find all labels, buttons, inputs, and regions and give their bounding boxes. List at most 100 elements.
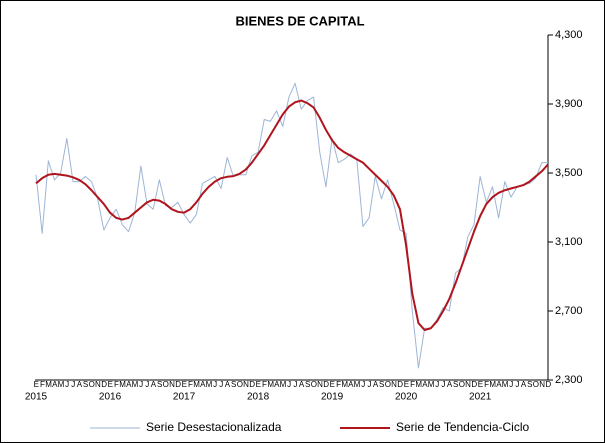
- x-tick-label: M: [502, 380, 509, 389]
- x-tick-label: M: [428, 380, 435, 389]
- x-tick-label: A: [274, 380, 280, 389]
- x-tick-label: N: [465, 380, 471, 389]
- x-tick-label: J: [71, 380, 75, 389]
- x-tick-label: A: [52, 380, 58, 389]
- x-tick-label: D: [101, 380, 107, 389]
- x-tick-label: J: [287, 380, 291, 389]
- x-tick-label: O: [163, 380, 169, 389]
- x-tick-label: J: [145, 380, 149, 389]
- x-tick-label: J: [219, 380, 223, 389]
- x-tick-label: F: [262, 380, 267, 389]
- x-tick-label: S: [453, 380, 458, 389]
- y-tick-label: 3,900: [555, 98, 583, 110]
- x-tick-label: S: [157, 380, 162, 389]
- year-label: 2017: [173, 392, 196, 403]
- x-tick-label: M: [280, 380, 287, 389]
- x-tick-label: E: [34, 380, 39, 389]
- x-tick-label: A: [200, 380, 206, 389]
- x-tick-label: D: [471, 380, 477, 389]
- x-tick-label: M: [45, 380, 52, 389]
- x-tick-label: O: [533, 380, 539, 389]
- x-tick-label: M: [489, 380, 496, 389]
- x-tick-label: N: [317, 380, 323, 389]
- x-tick-label: N: [95, 380, 101, 389]
- x-tick-label: A: [299, 380, 305, 389]
- x-tick-label: D: [397, 380, 403, 389]
- x-tick-label: A: [496, 380, 502, 389]
- x-tick-label: O: [459, 380, 465, 389]
- y-tick-label: 3,100: [555, 236, 583, 248]
- x-tick-label: A: [77, 380, 83, 389]
- x-tick-label: E: [330, 380, 335, 389]
- x-tick-label: J: [435, 380, 439, 389]
- x-tick-label: A: [151, 380, 157, 389]
- x-tick-label: D: [545, 380, 551, 389]
- x-tick-label: D: [175, 380, 181, 389]
- x-tick-label: N: [391, 380, 397, 389]
- year-label: 2018: [247, 392, 270, 403]
- x-tick-label: S: [379, 380, 384, 389]
- x-tick-label: F: [410, 380, 415, 389]
- x-tick-label: J: [367, 380, 371, 389]
- x-tick-label: M: [206, 380, 213, 389]
- y-tick-label: 2,700: [555, 305, 583, 317]
- x-tick-label: J: [361, 380, 365, 389]
- y-tick-label: 3,500: [555, 167, 583, 179]
- x-tick-label: M: [354, 380, 361, 389]
- x-tick-label: M: [132, 380, 139, 389]
- x-tick-label: J: [293, 380, 297, 389]
- x-tick-label: M: [415, 380, 422, 389]
- x-tick-label: A: [422, 380, 428, 389]
- x-tick-label: E: [108, 380, 113, 389]
- x-tick-label: F: [114, 380, 119, 389]
- year-label: 2015: [25, 392, 48, 403]
- x-tick-label: O: [89, 380, 95, 389]
- x-tick-label: S: [83, 380, 88, 389]
- x-tick-label: A: [225, 380, 231, 389]
- x-tick-label: A: [373, 380, 379, 389]
- x-tick-label: J: [509, 380, 513, 389]
- x-tick-label: M: [193, 380, 200, 389]
- legend-label: Serie de Tendencia-Ciclo: [396, 420, 530, 434]
- x-tick-label: M: [58, 380, 65, 389]
- x-tick-label: N: [243, 380, 249, 389]
- y-tick-label: 4,300: [555, 29, 583, 41]
- x-tick-label: D: [323, 380, 329, 389]
- x-tick-label: J: [515, 380, 519, 389]
- x-tick-label: O: [385, 380, 391, 389]
- x-tick-label: J: [441, 380, 445, 389]
- chart-title: BIENES DE CAPITAL: [235, 13, 364, 28]
- year-label: 2016: [99, 392, 122, 403]
- x-tick-label: M: [267, 380, 274, 389]
- x-tick-label: F: [40, 380, 45, 389]
- x-tick-label: A: [521, 380, 527, 389]
- series-line: [35, 99, 549, 331]
- x-tick-label: S: [231, 380, 236, 389]
- x-tick-label: J: [139, 380, 143, 389]
- year-label: 2021: [469, 392, 492, 403]
- x-tick-label: E: [182, 380, 187, 389]
- x-tick-label: D: [249, 380, 255, 389]
- x-tick-label: E: [478, 380, 483, 389]
- x-tick-label: F: [484, 380, 489, 389]
- x-tick-label: J: [213, 380, 217, 389]
- x-tick-label: M: [119, 380, 126, 389]
- x-tick-label: E: [256, 380, 261, 389]
- x-tick-label: F: [188, 380, 193, 389]
- x-tick-label: J: [65, 380, 69, 389]
- x-tick-label: N: [169, 380, 175, 389]
- x-tick-label: F: [336, 380, 341, 389]
- x-tick-label: S: [305, 380, 310, 389]
- legend-label: Serie Desestacionalizada: [146, 420, 282, 434]
- x-tick-label: O: [237, 380, 243, 389]
- x-tick-label: E: [404, 380, 409, 389]
- x-tick-label: N: [539, 380, 545, 389]
- x-tick-label: O: [311, 380, 317, 389]
- y-tick-label: 2,300: [555, 374, 583, 386]
- year-label: 2020: [395, 392, 418, 403]
- x-tick-label: A: [348, 380, 354, 389]
- x-tick-label: A: [126, 380, 132, 389]
- year-label: 2019: [321, 392, 344, 403]
